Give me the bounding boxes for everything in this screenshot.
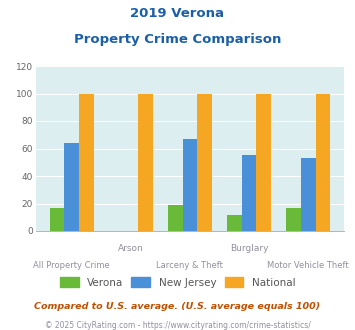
Bar [64,143,79,231]
Bar [182,139,197,231]
Text: 2019 Verona: 2019 Verona [131,7,224,19]
Bar [79,93,94,231]
Text: Motor Vehicle Theft: Motor Vehicle Theft [267,261,349,270]
Bar [286,208,301,231]
Bar [242,155,256,231]
Text: Burglary: Burglary [230,244,268,253]
Bar [50,208,64,231]
Bar [197,93,212,231]
Text: Compared to U.S. average. (U.S. average equals 100): Compared to U.S. average. (U.S. average … [34,302,321,311]
Bar [227,214,242,231]
Text: Arson: Arson [118,244,144,253]
Bar [301,158,316,231]
Bar [256,93,271,231]
Text: Property Crime Comparison: Property Crime Comparison [74,33,281,46]
Legend: Verona, New Jersey, National: Verona, New Jersey, National [60,278,295,288]
Bar [138,93,153,231]
Text: All Property Crime: All Property Crime [33,261,110,270]
Bar [168,205,182,231]
Text: © 2025 CityRating.com - https://www.cityrating.com/crime-statistics/: © 2025 CityRating.com - https://www.city… [45,321,310,330]
Bar [316,93,330,231]
Text: Larceny & Theft: Larceny & Theft [157,261,223,270]
